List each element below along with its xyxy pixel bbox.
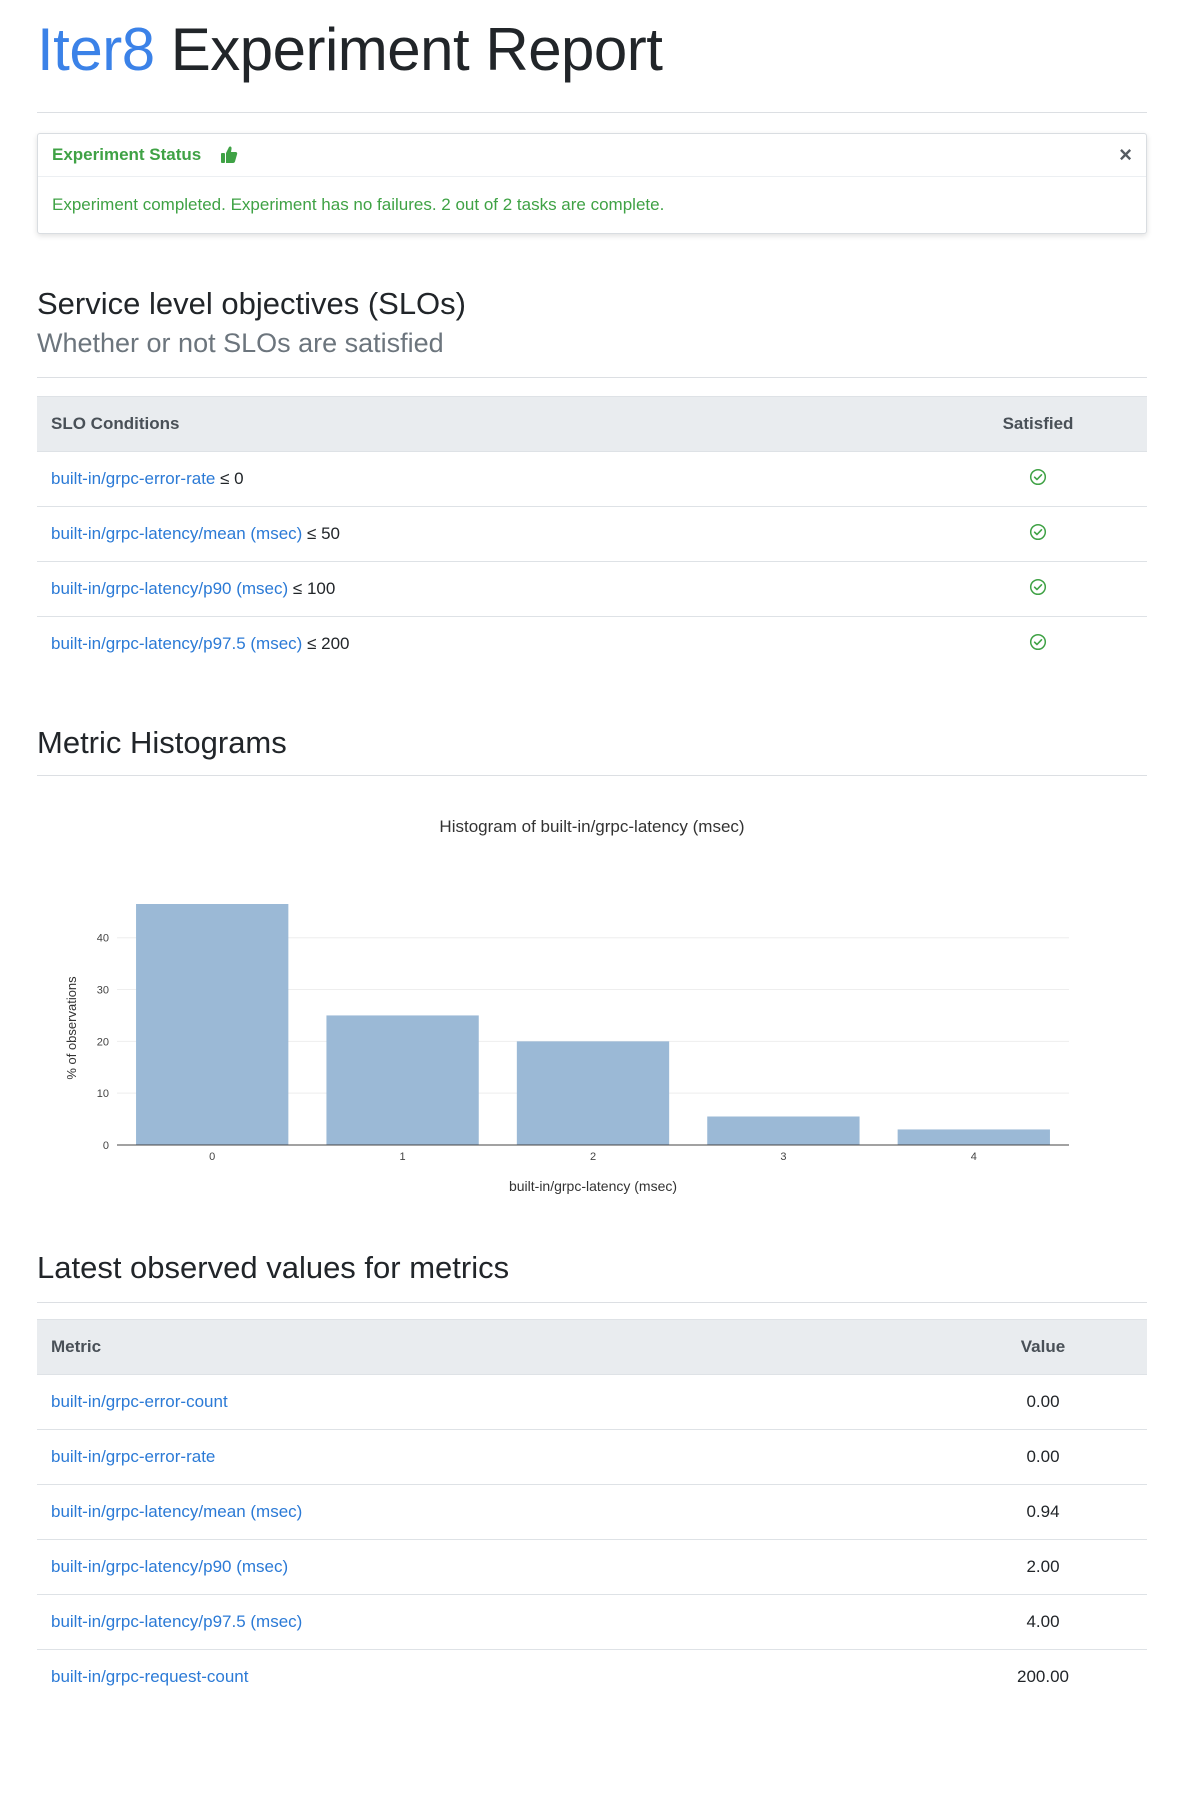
column-header-value: Value bbox=[939, 1319, 1147, 1375]
slo-condition-cell: built-in/grpc-error-rate ≤ 0 bbox=[37, 451, 929, 507]
y-tick-label: 10 bbox=[97, 1088, 109, 1100]
histogram-chart: Histogram of built-in/grpc-latency (msec… bbox=[37, 792, 1147, 1222]
metric-value: 0.94 bbox=[939, 1484, 1147, 1540]
table-row: built-in/grpc-latency/p90 (msec) 2.00 bbox=[37, 1539, 1147, 1595]
slo-divider bbox=[37, 377, 1147, 378]
x-tick-label: 2 bbox=[590, 1151, 596, 1163]
experiment-status-alert: Experiment Status × Experiment completed… bbox=[37, 133, 1147, 234]
column-header-satisfied: Satisfied bbox=[929, 396, 1147, 452]
slo-condition: ≤ 50 bbox=[307, 524, 341, 543]
metric-link[interactable]: built-in/grpc-latency/p97.5 (msec) bbox=[51, 1612, 303, 1631]
y-tick-label: 0 bbox=[103, 1140, 109, 1152]
histograms-section-title: Metric Histograms bbox=[37, 725, 287, 760]
status-message: Experiment completed. Experiment has no … bbox=[52, 195, 665, 214]
table-row: built-in/grpc-error-rate ≤ 0 bbox=[37, 451, 1147, 507]
table-row: built-in/grpc-latency/p97.5 (msec) 4.00 bbox=[37, 1594, 1147, 1650]
histograms-divider bbox=[37, 775, 1147, 776]
slo-section-subtitle: Whether or not SLOs are satisfied bbox=[37, 328, 444, 358]
metric-link[interactable]: built-in/grpc-error-rate bbox=[51, 469, 216, 488]
metric-link[interactable]: built-in/grpc-request-count bbox=[51, 1667, 249, 1686]
x-axis-label: built-in/grpc-latency (msec) bbox=[509, 1178, 677, 1194]
table-row: built-in/grpc-latency/p90 (msec) ≤ 100 bbox=[37, 561, 1147, 617]
metric-cell: built-in/grpc-latency/mean (msec) bbox=[37, 1484, 939, 1540]
latest-table-header: Metric Value bbox=[37, 1319, 1147, 1375]
x-tick-label: 1 bbox=[400, 1151, 406, 1163]
status-header: Experiment Status × bbox=[38, 134, 1146, 177]
report-page: Iter8 Experiment Report Experiment Statu… bbox=[37, 0, 1147, 1704]
metric-value: 0.00 bbox=[939, 1429, 1147, 1485]
metric-cell: built-in/grpc-error-count bbox=[37, 1374, 939, 1430]
table-row: built-in/grpc-request-count 200.00 bbox=[37, 1650, 1147, 1705]
histogram-bar bbox=[707, 1116, 860, 1145]
slo-condition-cell: built-in/grpc-latency/p90 (msec) ≤ 100 bbox=[37, 561, 929, 617]
chart-title: Histogram of built-in/grpc-latency (msec… bbox=[439, 817, 744, 836]
y-tick-label: 30 bbox=[97, 985, 109, 997]
histogram-bar bbox=[897, 1129, 1050, 1145]
slo-condition: ≤ 0 bbox=[220, 469, 244, 488]
latest-section-title: Latest observed values for metrics bbox=[37, 1250, 510, 1285]
metric-link[interactable]: built-in/grpc-latency/p90 (msec) bbox=[51, 1557, 289, 1576]
metric-cell: built-in/grpc-request-count bbox=[37, 1650, 939, 1705]
table-row: built-in/grpc-error-rate 0.00 bbox=[37, 1429, 1147, 1485]
table-row: built-in/grpc-latency/mean (msec) 0.94 bbox=[37, 1484, 1147, 1540]
status-title: Experiment Status bbox=[52, 145, 202, 164]
column-header-slo-conditions: SLO Conditions bbox=[37, 396, 929, 452]
column-header-metric: Metric bbox=[37, 1319, 939, 1375]
slo-condition: ≤ 200 bbox=[307, 634, 350, 653]
report-title: Experiment Report bbox=[170, 16, 663, 83]
metric-link[interactable]: built-in/grpc-error-rate bbox=[51, 1447, 216, 1466]
metric-value: 0.00 bbox=[939, 1374, 1147, 1430]
check-circle-icon bbox=[1029, 523, 1047, 541]
metric-value: 2.00 bbox=[939, 1539, 1147, 1595]
slo-section-title: Service level objectives (SLOs) bbox=[37, 286, 466, 321]
y-tick-label: 20 bbox=[97, 1036, 109, 1048]
metric-link[interactable]: built-in/grpc-latency/p90 (msec) bbox=[51, 579, 289, 598]
metric-value: 200.00 bbox=[1017, 1667, 1069, 1686]
table-row: built-in/grpc-error-count 0.00 bbox=[37, 1374, 1147, 1430]
histogram-bar bbox=[136, 904, 289, 1145]
slo-condition: ≤ 100 bbox=[292, 579, 336, 598]
check-circle-icon bbox=[1029, 633, 1047, 651]
title-divider bbox=[37, 112, 1147, 113]
slo-condition-cell: built-in/grpc-latency/mean (msec) ≤ 50 bbox=[37, 506, 929, 562]
histogram-svg: Histogram of built-in/grpc-latency (msec… bbox=[64, 817, 1069, 1194]
satisfied-cell bbox=[929, 561, 1147, 617]
check-circle-icon bbox=[1029, 578, 1047, 596]
metric-cell: built-in/grpc-error-rate bbox=[37, 1429, 939, 1485]
satisfied-cell bbox=[929, 506, 1147, 562]
y-axis-label: % of observations bbox=[64, 976, 79, 1080]
metric-cell: built-in/grpc-latency/p97.5 (msec) bbox=[37, 1594, 939, 1650]
metric-link[interactable]: built-in/grpc-latency/mean (msec) bbox=[51, 524, 303, 543]
metric-cell: built-in/grpc-latency/p90 (msec) bbox=[37, 1539, 939, 1595]
check-circle-icon bbox=[1029, 468, 1047, 486]
page-title: Iter8 Experiment Report bbox=[37, 0, 1147, 90]
histogram-bar bbox=[326, 1015, 479, 1145]
latest-values-table: Metric Value built-in/grpc-error-count 0… bbox=[37, 1319, 1147, 1704]
slo-table: SLO Conditions Satisfied built-in/grpc-e… bbox=[37, 396, 1147, 671]
table-row: built-in/grpc-latency/mean (msec) ≤ 50 bbox=[37, 506, 1147, 562]
histogram-bar bbox=[516, 1041, 670, 1145]
metric-link[interactable]: built-in/grpc-latency/p97.5 (msec) bbox=[51, 634, 303, 653]
metric-link[interactable]: built-in/grpc-latency/mean (msec) bbox=[51, 1502, 303, 1521]
x-tick-label: 0 bbox=[209, 1151, 215, 1163]
close-button[interactable]: × bbox=[1119, 142, 1132, 167]
satisfied-cell bbox=[929, 451, 1147, 507]
brand-name: Iter8 bbox=[37, 16, 155, 83]
thumbs-up-icon bbox=[219, 145, 239, 165]
metric-value: 4.00 bbox=[939, 1594, 1147, 1650]
latest-divider bbox=[37, 1302, 1147, 1303]
metric-link[interactable]: built-in/grpc-error-count bbox=[51, 1392, 228, 1411]
satisfied-cell bbox=[929, 617, 1147, 672]
slo-condition-cell: built-in/grpc-latency/p97.5 (msec) ≤ 200 bbox=[37, 617, 929, 672]
y-tick-label: 40 bbox=[97, 933, 109, 945]
x-tick-label: 4 bbox=[971, 1151, 977, 1163]
x-tick-label: 3 bbox=[780, 1151, 786, 1163]
slo-table-header: SLO Conditions Satisfied bbox=[37, 396, 1147, 452]
table-row: built-in/grpc-latency/p97.5 (msec) ≤ 200 bbox=[37, 617, 1147, 672]
